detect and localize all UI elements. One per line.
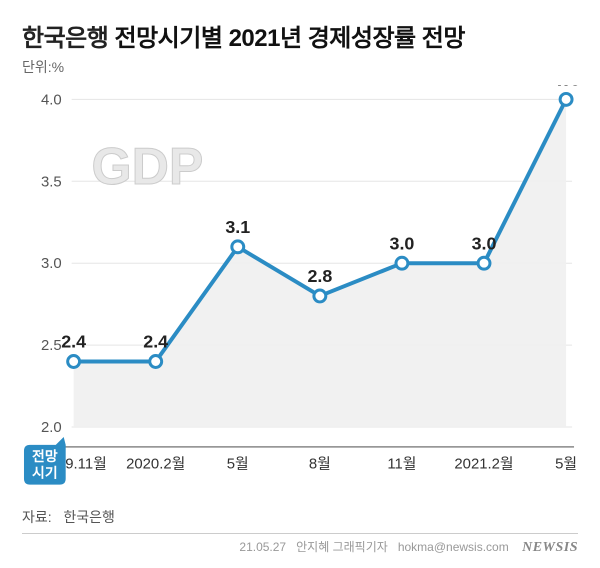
- value-label: 2.4: [143, 332, 168, 352]
- line-chart: 2.0 2.5 3.0 3.5 4.0 GDP 2.4 2.4 3.1 2.8 3.0 3.0 4.…: [22, 85, 578, 501]
- footer: 21.05.27 안지혜 그래픽기자 hokma@newsis.com NEWS…: [22, 538, 578, 556]
- y-tick-label: 3.5: [41, 174, 62, 190]
- gdp-watermark: GDP: [92, 137, 204, 195]
- title-main: 전망시기별 2021년 경제성장률 전망: [115, 25, 465, 52]
- data-marker: [314, 290, 326, 302]
- y-tick-label: 3.0: [41, 256, 62, 272]
- source-label: 자료:: [22, 509, 52, 525]
- period-tag: 전망 시기: [24, 437, 66, 485]
- data-marker: [396, 257, 408, 269]
- footer-date: 21.05.27: [239, 540, 286, 554]
- value-label: 2.4: [61, 332, 86, 352]
- data-marker: [68, 356, 80, 368]
- x-tick-label: 5월: [555, 456, 577, 473]
- value-label: 2.8: [307, 266, 332, 286]
- source-value: 한국은행: [63, 509, 115, 525]
- y-tick-label: 4.0: [41, 92, 62, 108]
- y-tick-label: 2.0: [41, 420, 62, 436]
- y-tick-label: 2.5: [41, 338, 62, 354]
- data-marker: [478, 257, 490, 269]
- value-label: 3.0: [390, 233, 415, 253]
- data-marker: [150, 356, 162, 368]
- value-label: 3.0: [472, 233, 497, 253]
- unit-label: 단위:%: [22, 57, 578, 77]
- source-line: 자료: 한국은행: [22, 507, 578, 527]
- x-tick-label: 5월: [227, 456, 249, 473]
- title-prefix: 한국은행: [22, 25, 115, 52]
- footer-divider: [22, 533, 578, 534]
- data-marker: [232, 241, 244, 253]
- value-label: 4.0: [551, 85, 578, 90]
- data-marker: [560, 93, 572, 105]
- x-tick-label: 8월: [309, 456, 331, 473]
- value-label: 3.1: [225, 217, 250, 237]
- footer-credit: 안지혜 그래픽기자: [296, 540, 388, 554]
- footer-email: hokma@newsis.com: [398, 540, 509, 554]
- period-tag-line1: 전망: [32, 448, 58, 464]
- x-tick-label: 2020.2월: [126, 456, 185, 473]
- chart-title: 한국은행 전망시기별 2021년 경제성장률 전망: [22, 18, 578, 53]
- x-tick-label: 11월: [387, 456, 416, 473]
- period-tag-line2: 시기: [32, 465, 58, 481]
- newsis-logo: NEWSIS: [522, 540, 578, 555]
- x-tick-label: 2021.2월: [454, 456, 513, 473]
- chart-area: 2.0 2.5 3.0 3.5 4.0 GDP 2.4 2.4 3.1 2.8 3.0 3.0 4.…: [22, 85, 578, 501]
